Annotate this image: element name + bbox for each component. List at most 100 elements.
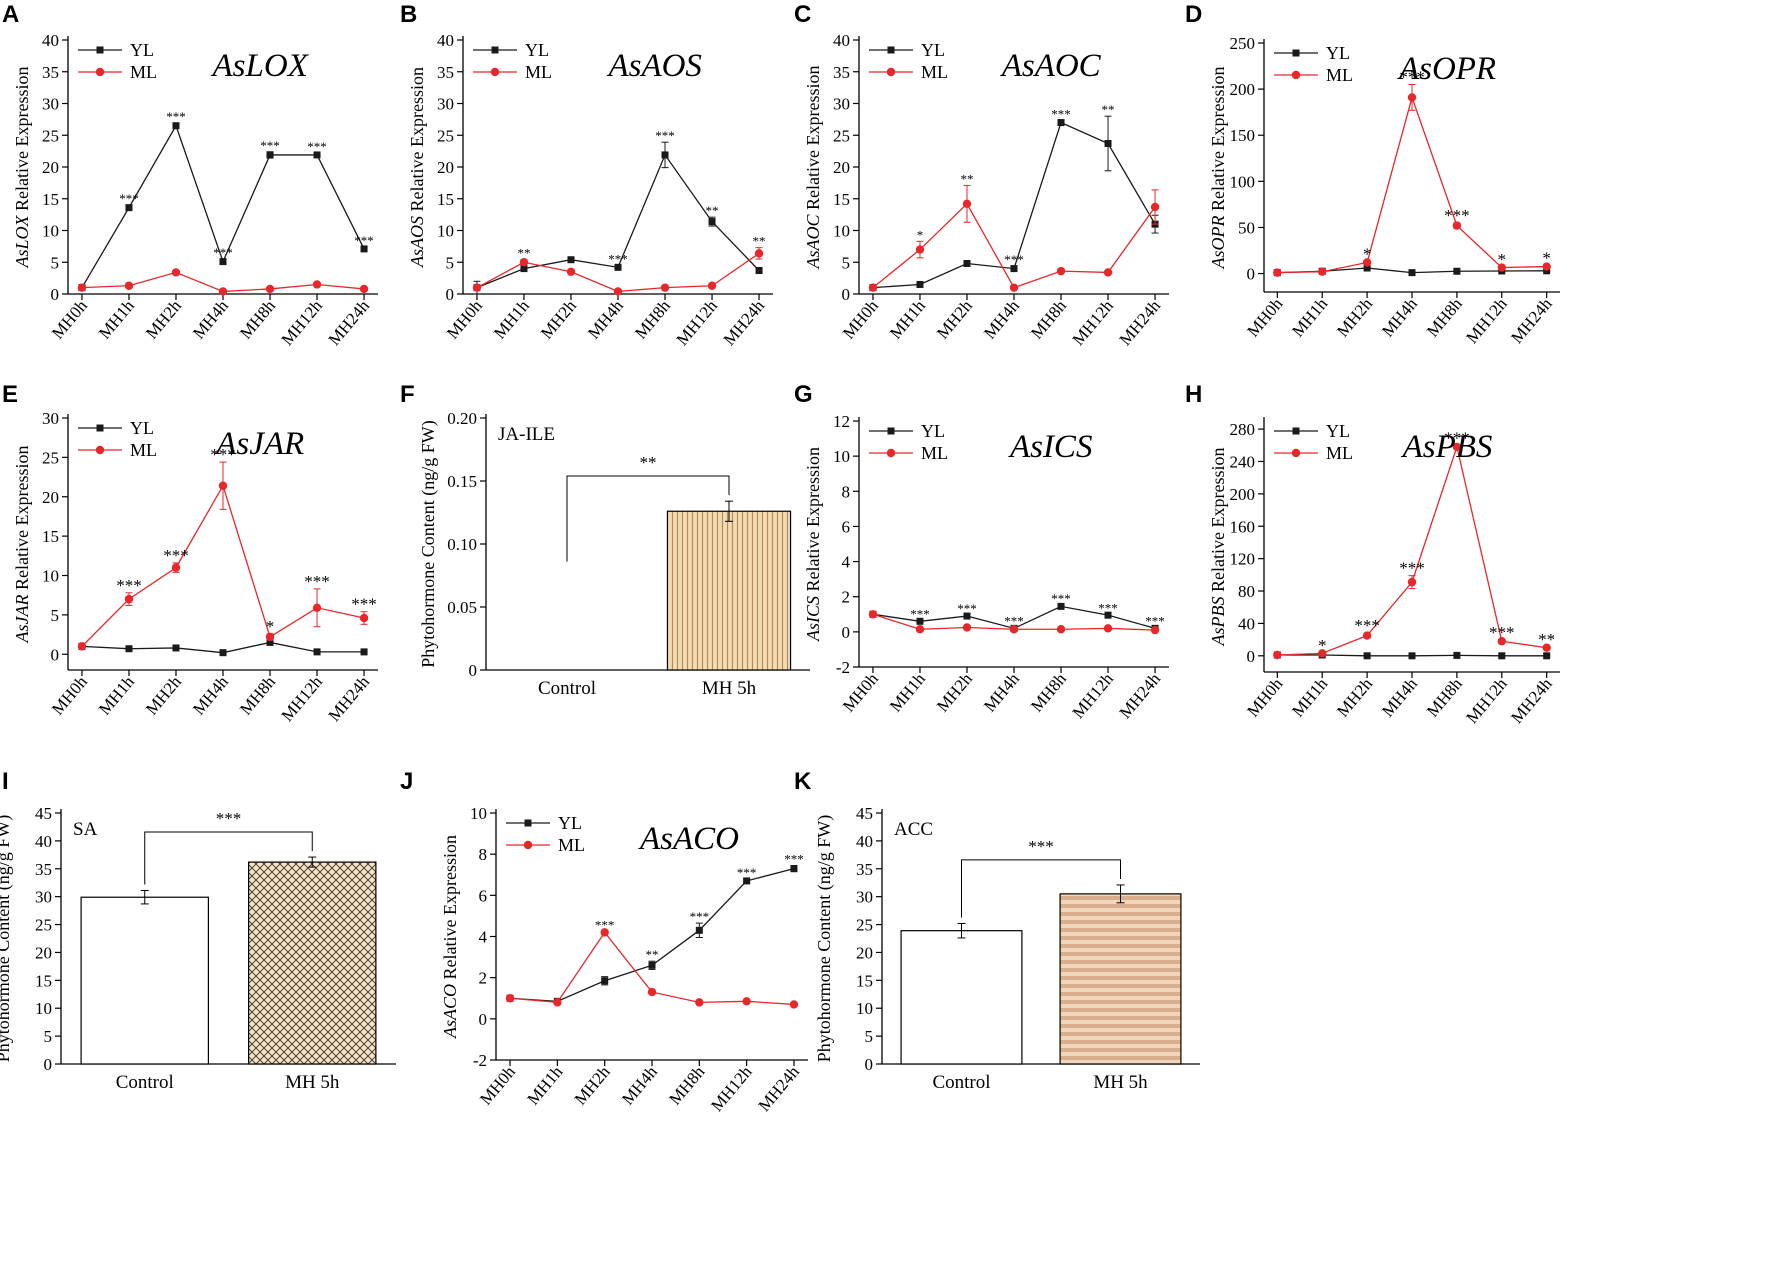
y-tick-label: 35 — [833, 63, 850, 82]
data-point-yl — [266, 151, 274, 159]
y-tick-label: 40 — [42, 31, 59, 50]
data-point-ml — [962, 199, 972, 209]
significance-star: *** — [608, 251, 628, 266]
y-tick-label: 15 — [856, 971, 873, 990]
x-tick-label: MH4h — [1378, 674, 1421, 721]
x-tick-label: MH1h — [95, 296, 138, 343]
y-tick-label: 8 — [479, 845, 488, 864]
x-tick-label: MH2h — [142, 296, 185, 343]
y-tick-label: 8 — [842, 482, 851, 501]
y-tick-label: 10 — [856, 999, 873, 1018]
data-point-ml — [647, 987, 657, 997]
data-point-ml — [868, 610, 878, 619]
y-tick-label: 25 — [856, 916, 873, 935]
legend-marker-yl — [96, 424, 104, 432]
y-tick-label: 40 — [833, 31, 850, 50]
x-category-label: MH 5h — [1093, 1072, 1148, 1093]
significance-star: *** — [304, 572, 330, 591]
gene-title: AsAOS — [606, 48, 702, 84]
y-tick-label: 80 — [1238, 582, 1255, 601]
panel-letter-e: E — [2, 381, 18, 408]
y-tick-label: 250 — [1230, 34, 1256, 53]
data-point-yl — [601, 977, 609, 985]
data-point-yl — [743, 877, 751, 885]
y-tick-label: 10 — [833, 447, 850, 466]
data-point-yl — [266, 638, 274, 646]
data-point-yl — [313, 648, 321, 656]
data-point-ml — [566, 267, 576, 276]
x-tick-label: MH2h — [933, 296, 976, 343]
x-category-label: Control — [116, 1072, 174, 1093]
x-tick-label: MH2h — [1333, 674, 1376, 721]
legend-label-yl: YL — [1326, 43, 1350, 63]
y-tick-label: 0 — [51, 645, 60, 664]
x-category-label: Control — [932, 1072, 990, 1093]
legend-label-ml: ML — [1326, 65, 1353, 85]
y-tick-label: 10 — [470, 804, 487, 823]
data-point-ml — [613, 287, 623, 296]
data-point-yl — [219, 649, 227, 657]
y-tick-label: 20 — [42, 158, 59, 177]
y-tick-label: 40 — [437, 31, 454, 50]
data-point-yl — [1057, 119, 1065, 127]
panel-k: K 0 5 10 15 20 25 30 35 40 45 Phytohormone Content … — [794, 768, 1200, 1093]
data-point-yl — [916, 280, 924, 288]
y-tick-label: 5 — [51, 253, 60, 272]
y-axis-label: AsLOX Relative Expression — [12, 67, 32, 269]
x-tick-label: MH2h — [142, 672, 185, 719]
significance-star: *** — [166, 109, 186, 124]
y-tick-label: 0 — [1247, 647, 1256, 666]
panel-letter-g: G — [794, 381, 813, 408]
data-point-ml — [1103, 268, 1113, 277]
significance-star: * — [1363, 244, 1372, 263]
x-tick-label: MH12h — [1462, 674, 1511, 727]
y-tick-label: 0.15 — [447, 472, 477, 491]
data-point-yl — [1543, 652, 1551, 660]
x-tick-label: MH24h — [325, 296, 374, 349]
y-axis-label: AsPBS Relative Expression — [1208, 448, 1228, 647]
data-point-ml — [695, 998, 704, 1007]
significance-star: *** — [1098, 600, 1118, 615]
legend-marker-yl — [96, 46, 104, 54]
data-point-yl — [520, 265, 528, 273]
significance-star: *** — [1444, 429, 1470, 448]
y-tick-label: 0 — [842, 285, 851, 304]
y-tick-label: 25 — [833, 126, 850, 145]
significance-star: *** — [1051, 107, 1071, 122]
legend-marker-yl — [887, 427, 895, 435]
y-tick-label: 20 — [437, 158, 454, 177]
x-category-label: Control — [538, 678, 596, 699]
panel-letter-c: C — [794, 1, 811, 28]
x-tick-label: MH12h — [1069, 669, 1118, 722]
x-tick-label: MH0h — [1243, 674, 1286, 721]
data-point-ml — [171, 563, 181, 572]
hormone-label: JA-ILE — [498, 424, 555, 445]
y-tick-label: 5 — [865, 1027, 874, 1046]
data-point-yl — [708, 218, 716, 226]
x-tick-label: MH1h — [490, 296, 533, 343]
y-tick-label: 4 — [479, 928, 488, 947]
data-point-yl — [1453, 267, 1461, 275]
significance-star: *** — [119, 191, 139, 206]
data-point-ml — [472, 283, 482, 292]
data-point-ml — [1542, 643, 1551, 652]
x-tick-label: MH12h — [707, 1062, 756, 1115]
data-point-ml — [742, 997, 751, 1006]
y-tick-label: 5 — [51, 606, 60, 625]
data-point-yl — [313, 151, 321, 159]
y-tick-label: 280 — [1230, 420, 1256, 439]
x-tick-label: MH24h — [754, 1062, 803, 1115]
y-tick-label: 40 — [35, 832, 52, 851]
data-point-ml — [1318, 267, 1327, 276]
panel-letter-f: F — [400, 381, 415, 408]
y-tick-label: 30 — [437, 95, 454, 114]
significance-star: *** — [260, 138, 280, 153]
panel-letter-h: H — [1185, 381, 1202, 408]
hormone-label: ACC — [894, 819, 933, 840]
data-point-yl — [695, 926, 703, 934]
data-point-ml — [77, 642, 87, 651]
y-axis-label: Phytohormone Content (ng/g FW) — [814, 815, 835, 1062]
data-point-yl — [172, 122, 180, 130]
data-point-yl — [916, 617, 924, 625]
data-point-ml — [1150, 202, 1160, 212]
